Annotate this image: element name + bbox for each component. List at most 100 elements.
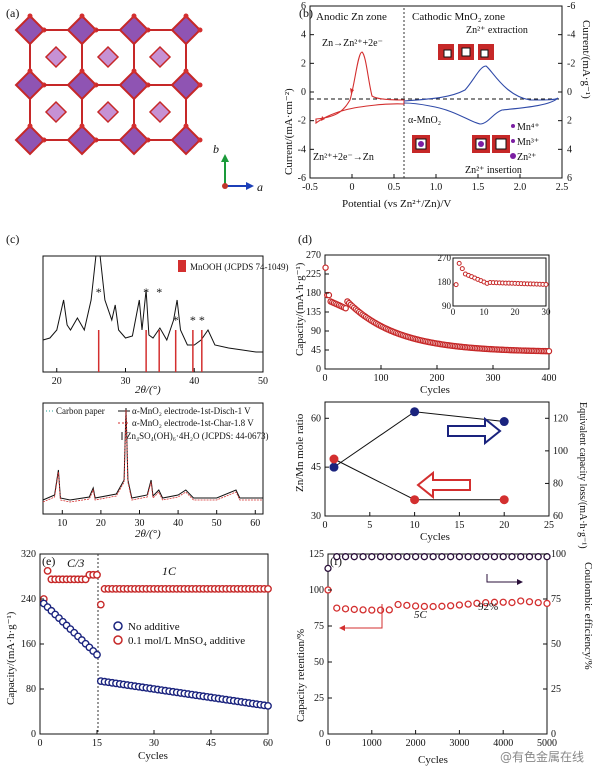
ytick-label: 30 <box>311 511 321 522</box>
xtick-label: 3000 <box>449 738 469 749</box>
panel-d-bottom-frame <box>325 402 549 516</box>
ce-point <box>448 554 454 560</box>
xtick-label: 0.5 <box>388 182 401 193</box>
xtick-label: 0 <box>350 182 355 193</box>
panel-e: (e) C/3 1C No additive 0.1 mol/L MnSO₄ a… <box>5 549 273 762</box>
rate-5c-label: 5C <box>414 609 428 621</box>
xtick-label: 0 <box>323 373 328 384</box>
xtick-label: 100 <box>374 373 389 384</box>
ytick-label: 0 <box>319 729 324 740</box>
inset-ytick-label: 180 <box>438 277 452 287</box>
oxygen-atom <box>28 69 33 74</box>
tunnel-icon-top <box>438 44 494 60</box>
panel-d: (d) 010203090180270 01002003004000459013… <box>294 232 588 549</box>
octahedron <box>68 16 96 44</box>
xtick-label: 0 <box>38 738 43 749</box>
xtick-label: 2.0 <box>514 182 527 193</box>
no-additive-point <box>265 703 271 709</box>
xtick-label: 20 <box>499 520 509 531</box>
retention-point <box>369 607 375 613</box>
xtick-label: 1.0 <box>430 182 443 193</box>
xtick-label: 30 <box>121 376 131 387</box>
tunnel-icon-bottom-right <box>472 135 510 153</box>
ytick-label: -4 <box>567 30 575 41</box>
octahedron <box>68 126 96 154</box>
extraction-label: Zn²⁺ extraction <box>466 25 528 36</box>
ytick-label: 60 <box>311 413 321 424</box>
ce-point <box>430 554 436 560</box>
inset-point <box>454 283 458 287</box>
legend-zn2: Zn²⁺ <box>517 152 536 163</box>
oxygen-atom <box>198 83 203 88</box>
ytick-label: 2 <box>301 58 306 69</box>
ytick-label: 45 <box>311 462 321 473</box>
oxygen-atom <box>132 69 137 74</box>
retention-point <box>334 605 340 611</box>
capacity-loss-point <box>410 495 419 504</box>
panel-f-marks <box>325 554 550 613</box>
octahedron <box>120 16 148 44</box>
ytick-label: -4 <box>298 144 306 155</box>
octahedron <box>98 102 118 122</box>
ytick-label: 2 <box>567 116 572 127</box>
ytick-label: 4 <box>567 144 572 155</box>
xtick-label: 0 <box>326 738 331 749</box>
retention-point <box>465 601 471 607</box>
panel-e-ylabel: Capacity/(mA·h·g⁻¹) <box>5 611 17 705</box>
inset-xtick-label: 0 <box>451 307 456 317</box>
octahedron <box>172 71 200 99</box>
panel-d-bottom-ylabel-right: Equivalent capacity loss/(mA·h·g⁻¹) <box>577 402 588 549</box>
crystal-structure-illustration <box>16 14 203 155</box>
retention-point <box>378 607 384 613</box>
ytick-label: 100 <box>551 549 566 560</box>
ce-point <box>509 554 515 560</box>
ytick-label: 100 <box>553 446 568 457</box>
xtick-label: 1.5 <box>472 182 485 193</box>
inset-point <box>460 267 464 271</box>
ce-point <box>421 554 427 560</box>
inset-xtick-label: 30 <box>542 307 552 317</box>
ion-legend: Mn⁴⁺ Mn³⁺ Zn²⁺ <box>510 122 540 163</box>
legend-mnso4-additive: 0.1 mol/L MnSO₄ additive <box>128 635 245 647</box>
xtick-label: 20 <box>96 518 106 529</box>
panel-f-ticks: 0100020003000400050000255075100125025507… <box>309 549 566 749</box>
retention-point <box>395 602 401 608</box>
panel-c-label: (c) <box>6 232 19 246</box>
octahedron <box>46 102 66 122</box>
ytick-label: 0 <box>301 87 306 98</box>
ytick-label: 0 <box>551 729 556 740</box>
oxygen-atom <box>198 138 203 143</box>
inset-point <box>544 282 548 286</box>
ce-point <box>465 554 471 560</box>
ytick-label: 25 <box>314 693 324 704</box>
ce-point <box>351 554 357 560</box>
ce-point <box>395 554 401 560</box>
ytick-label: 180 <box>306 288 321 299</box>
panel-b: (b) Anodic Zn zone Cathodic MnO₂ zone Zn… <box>283 1 592 210</box>
watermark: @有色金属在线 <box>500 749 584 764</box>
octahedron <box>120 126 148 154</box>
mnso4-point <box>44 568 50 574</box>
ce-point <box>544 554 550 560</box>
ytick-label: 270 <box>306 250 321 261</box>
ytick-label: 0 <box>31 729 36 740</box>
panel-b-yticks-left: -6-4-20246 <box>298 1 314 184</box>
octahedron <box>172 126 200 154</box>
xtick-label: 40 <box>173 518 183 529</box>
retention-point <box>526 599 532 605</box>
retention-point <box>518 598 524 604</box>
panel-d-top-xlabel: Cycles <box>420 384 450 396</box>
ytick-label: 225 <box>306 269 321 280</box>
panel-b-xlabel: Potential (vs Zn²⁺/Zn)/V <box>342 198 451 210</box>
capacity-loss-point <box>329 455 338 464</box>
retention-point <box>535 600 541 606</box>
peak-star: * <box>190 313 196 327</box>
oxygen-atom <box>184 69 189 74</box>
xtick-label: 60 <box>250 518 260 529</box>
capacity-point <box>343 306 348 311</box>
ce-point <box>343 554 349 560</box>
mnso4-point <box>265 586 271 592</box>
xtick-label: 4000 <box>493 738 513 749</box>
cv-anodic-curve <box>316 52 404 123</box>
ytick-label: 4 <box>301 30 306 41</box>
